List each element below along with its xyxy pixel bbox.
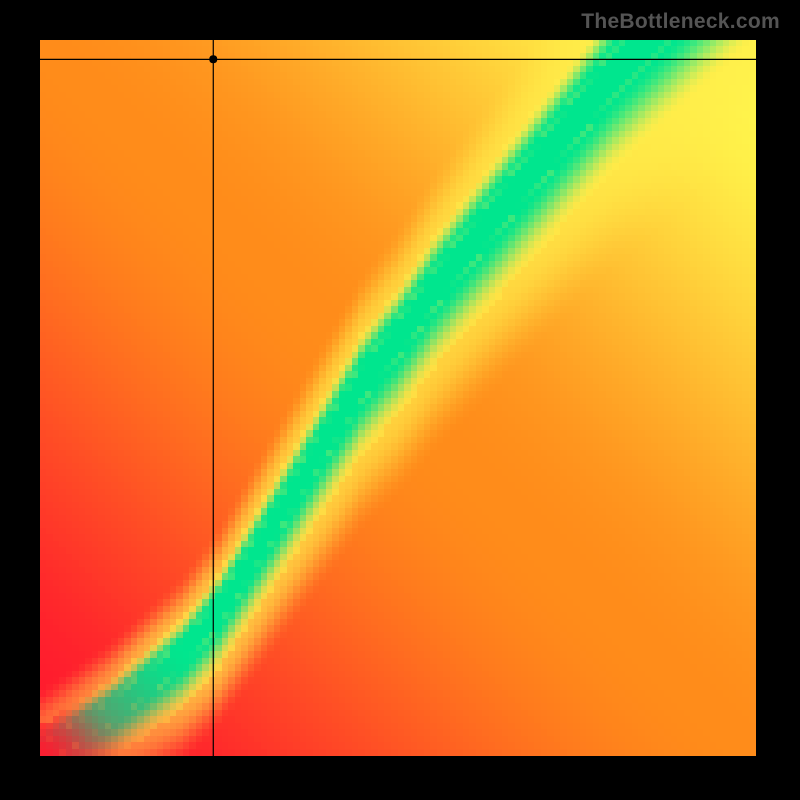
bottleneck-heatmap xyxy=(40,40,756,756)
watermark-text: TheBottleneck.com xyxy=(581,10,780,34)
